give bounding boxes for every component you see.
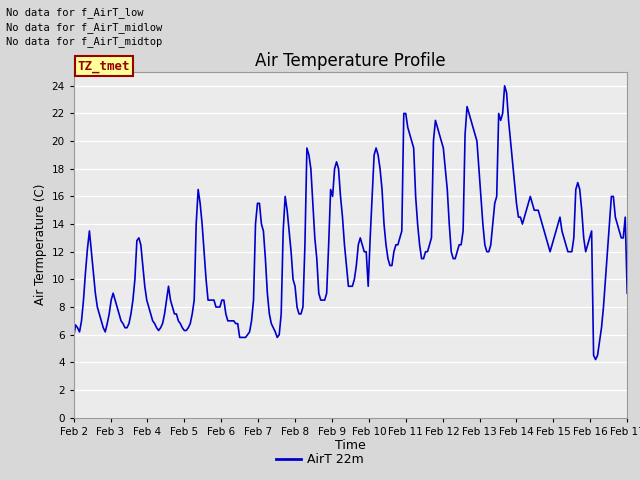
Legend: AirT 22m: AirT 22m — [271, 448, 369, 471]
Text: No data for f_AirT_midlow: No data for f_AirT_midlow — [6, 22, 163, 33]
Text: No data for f_AirT_low: No data for f_AirT_low — [6, 7, 144, 18]
X-axis label: Time: Time — [335, 439, 366, 453]
Y-axis label: Air Termperature (C): Air Termperature (C) — [34, 184, 47, 305]
Text: TZ_tmet: TZ_tmet — [78, 60, 131, 72]
Title: Air Temperature Profile: Air Temperature Profile — [255, 52, 445, 71]
Text: No data for f_AirT_midtop: No data for f_AirT_midtop — [6, 36, 163, 47]
